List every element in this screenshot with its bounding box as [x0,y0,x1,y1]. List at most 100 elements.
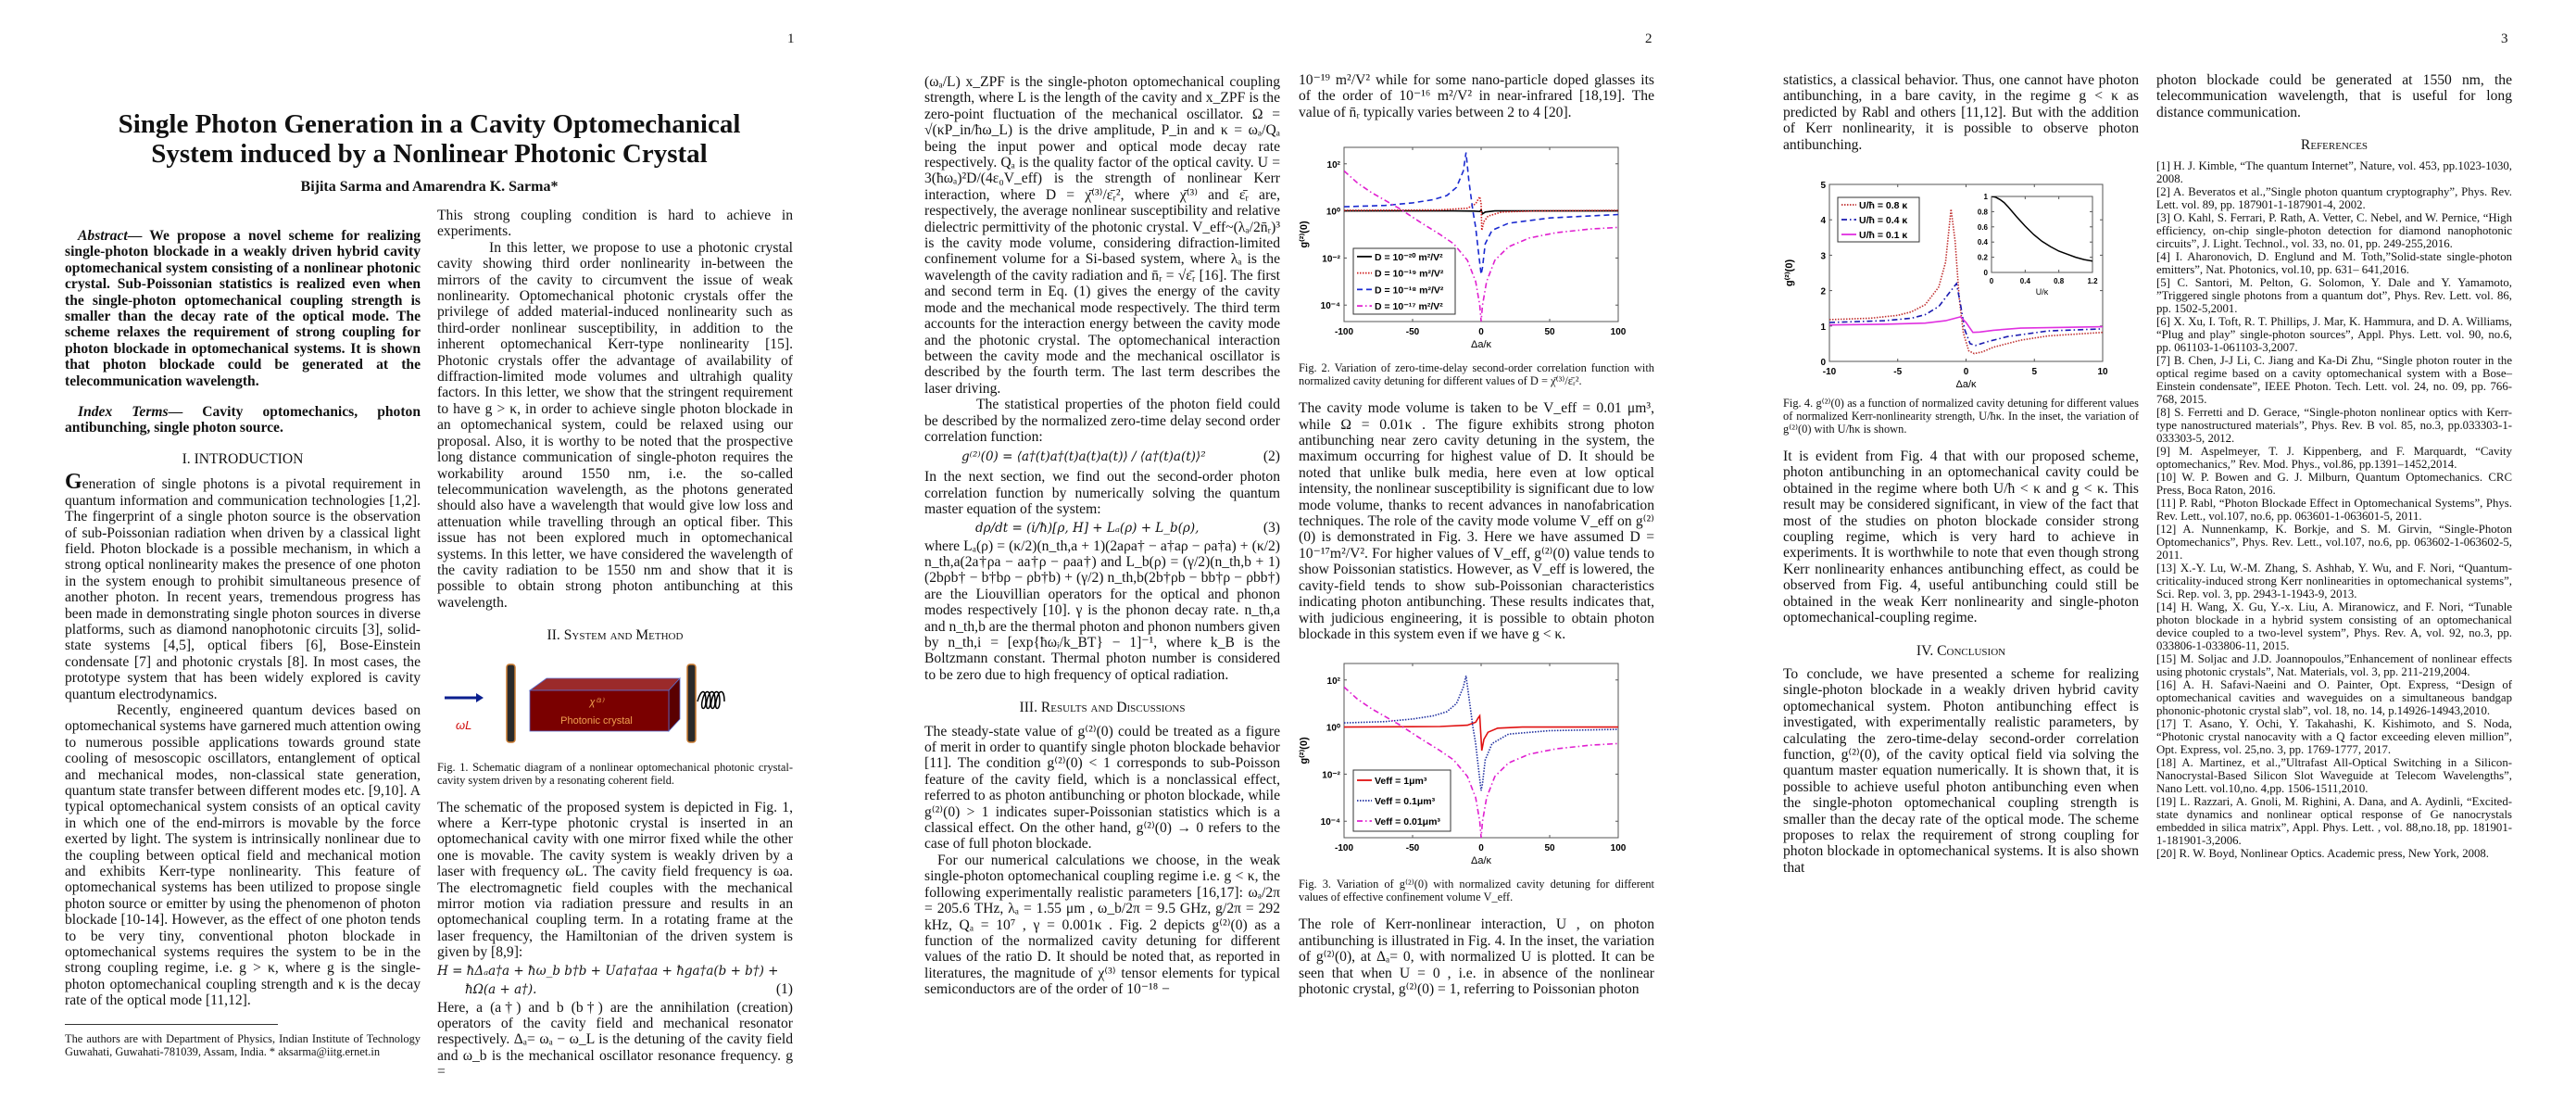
legend-entry: Veff = 0.01μm³ [1375,816,1440,828]
paragraph: photon blockade could be generated at 15… [2156,72,2512,120]
series-line-2 [1829,282,2103,347]
series-line-1 [1992,196,2092,262]
section-heading: IV. Conclusion [1916,642,2006,659]
laser-arrow-icon [445,692,484,702]
paragraph: Recently, engineered quantum devices bas… [65,701,421,1009]
y-tick-label: 5 [1820,181,1826,191]
abstract-label: Abstract [78,228,128,244]
series-line-3 [1829,316,2103,334]
paragraph: For our numerical calculations we choose… [924,852,1280,998]
reference-item: [10] W. P. Bowen and G. J. Milburn, Quan… [2156,470,2512,497]
footnote: The authors are with Department of Physi… [65,1031,421,1058]
y-tick-label: 4 [1820,216,1826,226]
paragraph: It is evident from Fig. 4 that with our … [1783,449,2139,626]
x-tick-label: 10 [2097,367,2108,377]
reference-item: [6] X. Xu, I. Toft, R. T. Phillips, J. M… [2156,314,2512,354]
paragraph: The statistical properties of the photon… [924,397,1280,445]
section-heading: II. System and Method [547,627,684,644]
reference-item: [8] S. Ferretti and D. Gerace, “Single-p… [2156,405,2512,445]
equation-line: H = ħΔₐa†a + ħω_b b†b + Ua†a†aa + ħga†a(… [437,963,779,979]
index-terms: Index Terms— Cavity optomechanics, photo… [65,404,421,436]
equation-number: (2) [1263,449,1280,465]
y-tick-label: 0.6 [1978,223,1989,232]
abstract-text: We propose a novel scheme for realizing … [65,228,421,389]
reference-item: [2] A. Beveratos et al.,”Single photon q… [2156,184,2512,211]
x-tick-label: -50 [1406,843,1420,853]
y-tick-label: 2 [1820,287,1826,297]
figure-2-chart: -100 -50 0 50 100 10⁻⁴ 10⁻² 10⁰ 10² Δa/κ g⁽²⁾(0) D … [1299,146,1627,350]
y-axis-label: g⁽²⁾(0) [1299,737,1310,764]
x-tick-label: 0.4 [2020,277,2031,285]
abstract: Abstract— We propose a novel scheme for … [65,228,421,389]
column-text: 10⁻¹⁹ m²/V² while for some nano-particle… [1299,72,1654,997]
paragraph: The schematic of the proposed system is … [437,799,793,961]
x-tick-label: 0.8 [2054,277,2065,285]
reference-item: [16] A. H. Safavi-Naeini and O. Painter,… [2156,677,2512,717]
equation-line: ħΩ(a + a†). [465,981,537,997]
y-tick-label: 3 [1820,251,1826,261]
equation-1: H = ħΔₐa†a + ħω_b b†b + Ua†a†aa + ħga†a(… [437,963,793,979]
index-dash: — [168,404,203,421]
paragraph: In this letter, we propose to use a phot… [437,239,793,611]
authors: Bijita Sarma and Amarendra K. Sarma* [300,179,559,195]
reference-item: [3] O. Kahl, S. Ferrari, P. Rath, A. Vet… [2156,210,2512,250]
reference-item: [13] X.-Y. Lu, W.-M. Zhang, S. Ashhab, Y… [2156,561,2512,600]
reference-item: [17] T. Asano, Y. Ochi, Y. Takahashi, K.… [2156,716,2512,756]
y-tick-label: 10² [1327,676,1341,687]
y-tick-label: 0 [1984,269,1989,277]
x-tick-label: 100 [1611,843,1627,853]
paragraph: Here, a (a†) and b (b†) are the annihila… [437,999,793,1080]
series-line-2 [1344,195,1618,231]
y-tick-label: 10⁻² [1322,771,1340,781]
y-axis-label: g⁽²⁾(0) [1299,221,1310,248]
x-tick-label: 1.2 [2087,277,2098,285]
plot-area [1991,196,2093,273]
x-axis-label: Δa/κ [1471,339,1492,350]
y-tick-label: 10² [1327,160,1341,171]
y-tick-label: 0 [1820,358,1826,368]
y-tick-label: 0.4 [1978,238,1989,246]
figure-1-schematic: ωL χ⁽³⁾ Photonic crystal [445,663,725,743]
reference-item: [7] B. Chen, J-J Li, C. Jiang and Ka-Di … [2156,353,2512,406]
figure-4-caption: Fig. 4. g⁽²⁾(0) as a function of normali… [1783,397,2139,436]
equation-line: g⁽²⁾(0) = ⟨a†(t)a†(t)a(t)a(t)⟩ / ⟨a†(t)a… [961,449,1206,465]
paragraph: This strong coupling condition is hard t… [437,208,793,240]
x-tick-label: 0 [1990,277,1994,285]
legend-entry: D = 10⁻²⁰ m²/V² [1375,252,1443,263]
paper-title: Single Photon Generation in a Cavity Opt… [0,109,859,169]
x-tick-label: 0 [1478,843,1484,853]
series-line-3 [1344,687,1618,839]
index-terms-text: Cavity optomechanics, photon antibunchin… [65,404,421,436]
paragraph: eneration of single photons is a pivotal… [65,476,421,702]
reference-item: [14] H. Wang, X. Gu, Y.-x. Liu, A. Miran… [2156,600,2512,652]
reference-item: [12] A. Nunnenkamp, K. Borkje, and S. M.… [2156,522,2512,562]
x-tick-label: 50 [1544,843,1555,853]
page-number: 3 [2501,32,2508,46]
equation-2: g⁽²⁾(0) = ⟨a†(t)a†(t)a(t)a(t)⟩ / ⟨a†(t)a… [924,449,1280,465]
y-tick-label: 1 [1984,193,1989,201]
x-tick-label: -100 [1335,843,1353,853]
legend-entry: D = 10⁻¹⁷ m²/V² [1375,301,1443,312]
page-number: 1 [787,32,795,46]
reference-item: [20] R. W. Boyd, Nonlinear Optics. Acade… [2156,846,2489,860]
column-text: photon blockade could be generated at 15… [2156,72,2512,860]
y-axis-label: g⁽²⁾(0) [1784,259,1795,287]
reference-item: [9] M. Aspelmeyer, T. J. Kippenberg, and… [2156,444,2512,471]
paragraph: statistics, a classical behavior. Thus, … [1783,72,2139,153]
legend-entry: Veff = 0.1μm³ [1375,796,1436,807]
paragraph: In the next section, we find out the sec… [924,469,1280,518]
equation-1-cont: ħΩ(a + a†). (1) [437,981,793,998]
title-line: System induced by a Nonlinear Photonic C… [151,139,708,169]
legend-entry: U/ħ = 0.4 κ [1859,215,1907,226]
abstract-dash: — [127,228,150,244]
reference-item: [11] P. Rabl, “Photon Blockade Effect in… [2156,496,2512,523]
series-line-1 [1344,714,1618,752]
x-tick-label: -5 [1893,367,1902,377]
title-line: Single Photon Generation in a Cavity Opt… [118,109,741,139]
spring-icon [697,690,725,709]
paragraph: The role of Kerr-nonlinear interaction, … [1299,916,1654,997]
x-tick-label: 100 [1611,327,1627,337]
column-text: (ωₐ/L) x_ZPF is the single-photon optome… [924,74,1280,998]
y-tick-label: 10⁰ [1326,208,1340,218]
